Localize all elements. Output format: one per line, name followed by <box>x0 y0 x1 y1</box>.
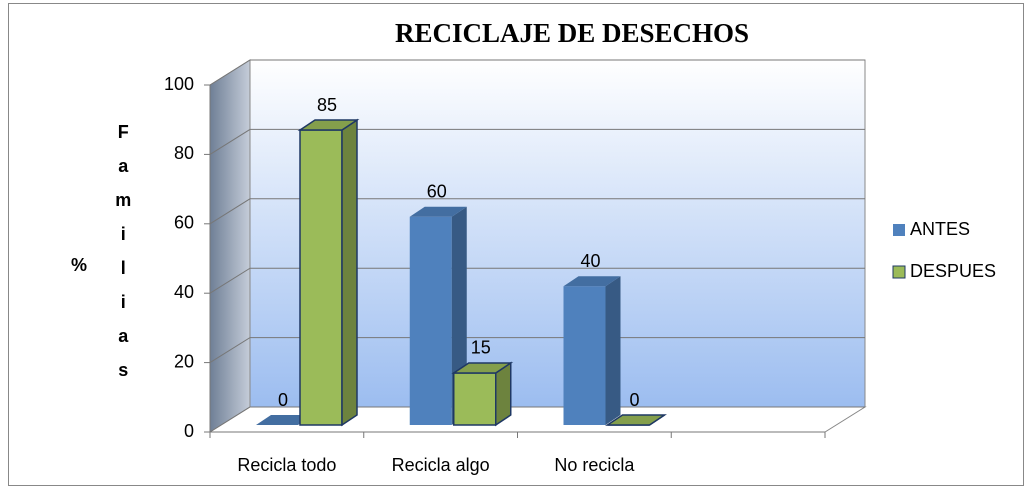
bar-face <box>605 414 667 426</box>
legend-swatch <box>892 265 906 279</box>
bar-face <box>605 276 621 425</box>
bar <box>605 414 667 426</box>
grid-line <box>209 406 865 433</box>
bar-face <box>409 216 452 425</box>
data-label: 40 <box>580 251 600 271</box>
bar-face <box>297 119 360 131</box>
bar <box>297 118 360 427</box>
chart-title: RECICLAJE DE DESECHOS <box>395 18 749 48</box>
y-tick-label: 100 <box>164 74 194 94</box>
legend-swatch <box>893 224 905 236</box>
bar-face <box>256 415 313 425</box>
x-tick-label: Recicla todo <box>237 455 336 475</box>
data-label: 15 <box>471 338 491 358</box>
data-label: 0 <box>278 390 288 410</box>
bar-face <box>299 129 343 426</box>
y-tick-label: 20 <box>174 351 194 371</box>
legend-label: ANTES <box>910 219 970 239</box>
grid-line <box>209 267 865 294</box>
bar-face <box>453 372 497 426</box>
bar-face <box>563 276 621 287</box>
grid-line <box>209 128 865 155</box>
bar-face <box>563 286 606 425</box>
bar-face <box>409 206 467 217</box>
x-tick-label: Recicla algo <box>392 455 490 475</box>
data-label: 60 <box>427 182 447 202</box>
bar <box>451 361 514 427</box>
side-wall <box>209 59 251 433</box>
legend-label: DESPUES <box>910 261 996 281</box>
bar-face <box>451 362 514 374</box>
grid-line <box>209 198 865 225</box>
y-tick-label: 80 <box>174 143 194 163</box>
y-axis-title: Familias <box>113 122 133 394</box>
bar <box>563 276 621 425</box>
grid-line <box>209 59 865 86</box>
bar-face <box>341 118 358 427</box>
y-axis-unit: % <box>71 255 87 275</box>
grid-line <box>209 337 865 364</box>
y-tick-label: 60 <box>174 213 194 233</box>
data-label: 85 <box>317 95 337 115</box>
y-tick-label: 40 <box>174 282 194 302</box>
data-label: 0 <box>629 390 639 410</box>
y-tick-label: 0 <box>184 421 194 441</box>
x-tick-label: No recicla <box>554 455 635 475</box>
bar <box>256 415 313 425</box>
